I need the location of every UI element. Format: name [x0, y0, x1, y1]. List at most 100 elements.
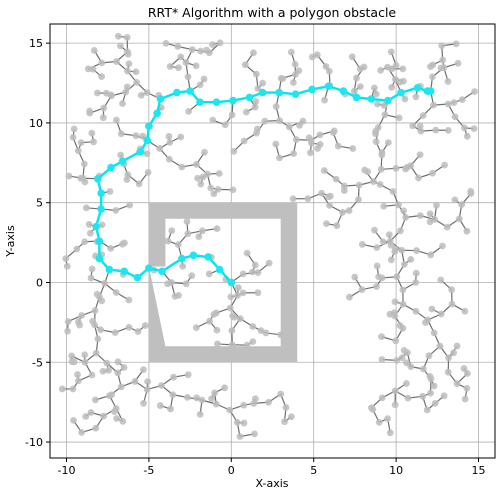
tree-node — [325, 193, 333, 201]
tree-node — [117, 42, 124, 50]
tree-node — [450, 349, 458, 357]
tree-node — [395, 114, 403, 122]
tree-node — [287, 413, 295, 421]
tree-node — [392, 164, 400, 172]
tree-node — [387, 241, 395, 249]
tree-node — [412, 307, 420, 315]
tree-node — [123, 34, 131, 41]
x-axis-label: X-axis — [256, 477, 289, 490]
tree-node — [188, 46, 196, 53]
tree-node — [409, 122, 417, 130]
tree-node — [73, 245, 81, 253]
tree-node — [412, 269, 420, 277]
tree-node — [451, 113, 459, 121]
tree-node — [444, 126, 452, 134]
tree-node — [169, 391, 177, 399]
tree-node — [193, 160, 200, 168]
tree-node — [87, 274, 95, 282]
tree-node — [193, 394, 201, 402]
path-node — [158, 267, 166, 276]
tree-node — [355, 196, 362, 203]
tree-node — [398, 354, 406, 362]
tree-node — [111, 408, 118, 415]
tree-node — [374, 100, 381, 108]
tree-node — [455, 215, 463, 223]
tree-node — [461, 307, 469, 315]
tree-node — [119, 100, 126, 107]
tree-node — [125, 296, 133, 304]
chart-title: RRT* Algorithm with a polygon obstacle — [148, 5, 397, 20]
tree-node — [308, 139, 315, 147]
tree-node — [356, 65, 364, 73]
tree-node — [415, 174, 422, 182]
tree-node — [346, 293, 353, 301]
tree-node — [279, 75, 287, 83]
tree-node — [392, 337, 400, 345]
tree-node — [248, 268, 256, 276]
path-node — [178, 254, 186, 263]
tree-node — [444, 100, 452, 108]
tree-node — [265, 259, 273, 267]
tree-node — [395, 201, 402, 209]
tree-node — [373, 262, 381, 270]
tree-node — [119, 417, 127, 425]
tree-node — [226, 406, 234, 414]
tree-node — [89, 65, 97, 73]
tree-node — [251, 395, 259, 403]
tree-node — [370, 84, 378, 92]
tree-node — [276, 154, 283, 162]
tree-node — [230, 147, 238, 155]
tree-node — [371, 226, 378, 234]
tree-node — [388, 83, 396, 91]
tree-node — [437, 310, 445, 318]
tree-node — [452, 40, 460, 48]
polygon-obstacle — [148, 202, 298, 363]
tree-node — [214, 185, 222, 193]
tree-node — [253, 125, 261, 133]
path-node — [120, 267, 128, 276]
x-axis-ticks: -10 -5 0 5 10 15 — [57, 458, 486, 477]
tree-node — [123, 83, 131, 91]
tree-node — [249, 323, 257, 330]
tree-node — [393, 356, 401, 364]
tree-node — [316, 131, 324, 139]
tree-node — [429, 73, 436, 81]
tree-node — [259, 79, 267, 87]
tree-node — [377, 165, 385, 173]
tree-node — [461, 124, 468, 132]
tree-node — [93, 290, 101, 298]
tree-node — [430, 329, 438, 337]
tree-node — [85, 221, 93, 228]
tree-node — [377, 66, 385, 74]
y-tick-label: 0 — [36, 276, 43, 289]
tree-node — [463, 384, 471, 392]
path-node — [227, 278, 236, 287]
tree-node — [175, 291, 182, 299]
tree-node — [403, 163, 411, 171]
tree-node — [177, 53, 185, 61]
tree-node — [62, 255, 70, 262]
tree-node — [251, 103, 259, 111]
path-node — [397, 88, 405, 97]
tree-node — [241, 61, 249, 69]
tree-node — [417, 127, 425, 135]
path-node — [196, 98, 204, 106]
tree-node — [112, 206, 120, 214]
tree-node — [221, 384, 229, 392]
path-node — [367, 95, 376, 103]
tree-node — [192, 62, 200, 70]
tree-node — [470, 125, 478, 132]
tree-node — [114, 358, 122, 366]
tree-node — [261, 117, 269, 125]
tree-node — [391, 387, 399, 395]
path-node — [352, 93, 361, 102]
tree-node — [397, 227, 404, 235]
tree-node — [234, 284, 242, 292]
tree-node — [407, 363, 415, 371]
tree-node — [242, 108, 250, 116]
path-node — [145, 122, 153, 130]
tree-node — [141, 322, 149, 329]
tree-node — [91, 396, 99, 404]
tree-node — [378, 356, 386, 363]
tree-node — [198, 396, 206, 404]
